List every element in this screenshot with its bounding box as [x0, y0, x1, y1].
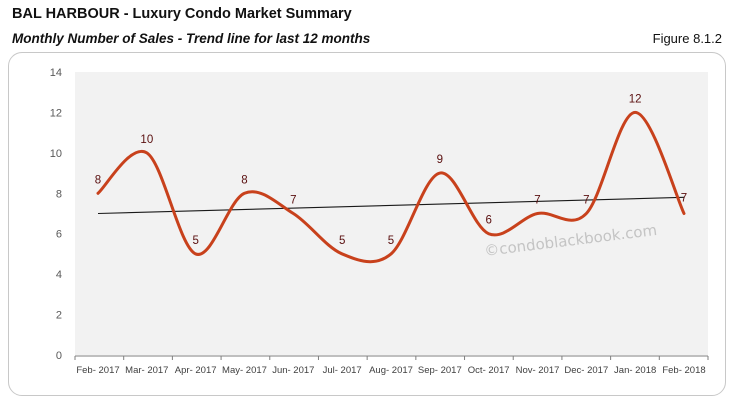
y-tick-label: 8 [56, 188, 62, 200]
chart-title: BAL HARBOUR - Luxury Condo Market Summar… [12, 6, 352, 22]
data-point-label: 7 [290, 195, 296, 207]
data-point-label: 7 [583, 195, 589, 207]
y-tick-label: 14 [50, 67, 62, 79]
data-point-label: 5 [339, 235, 345, 247]
trend-line [97, 196, 685, 215]
x-tick-label: Dec- 2017 [564, 365, 608, 376]
y-tick-label: 4 [56, 269, 62, 281]
data-labels: 8 10 5 8 7 5 5 9 6 7 7 12 7 [95, 93, 687, 247]
sales-series-line [96, 110, 686, 264]
x-tick-label: Feb- 2018 [662, 365, 705, 376]
x-tick-label: Jul- 2017 [323, 365, 362, 376]
data-point-label: 7 [534, 195, 540, 207]
x-tick-label: May- 2017 [222, 365, 267, 376]
x-tick-label: Nov- 2017 [516, 365, 560, 376]
data-point-label: 6 [485, 215, 491, 227]
x-tick-label: Jun- 2017 [272, 365, 314, 376]
y-tick-label: 0 [56, 350, 62, 362]
data-point-label: 5 [388, 235, 394, 247]
x-axis: Feb- 2017 Mar- 2017 Apr- 2017 May- 2017 Jun-… [74, 355, 709, 376]
y-tick-label: 12 [50, 107, 62, 119]
y-axis: 0 2 4 6 8 10 12 14 [50, 67, 62, 362]
chart-subtitle: Monthly Number of Sales - Trend line for… [12, 31, 371, 46]
data-point-label: 5 [192, 235, 198, 247]
figure-number: Figure 8.1.2 [652, 31, 722, 46]
data-point-label: 10 [140, 134, 153, 146]
data-point-label: 8 [95, 174, 101, 186]
x-tick-label: Mar- 2017 [125, 365, 168, 376]
plot-area [75, 72, 708, 355]
y-tick-label: 10 [50, 148, 62, 160]
x-tick-label: Feb- 2017 [76, 365, 119, 376]
y-tick-label: 6 [56, 229, 62, 241]
x-tick-label: Sep- 2017 [418, 365, 462, 376]
data-point-label: 7 [681, 192, 687, 204]
x-tick-label: Aug- 2017 [369, 365, 413, 376]
data-point-label: 12 [629, 93, 642, 105]
data-point-label: 9 [437, 154, 443, 166]
y-tick-label: 2 [56, 310, 62, 322]
x-tick-label: Oct- 2017 [468, 365, 510, 376]
data-point-label: 8 [241, 174, 247, 186]
x-tick-label: Jan- 2018 [614, 365, 656, 376]
x-tick-label: Apr- 2017 [175, 365, 217, 376]
